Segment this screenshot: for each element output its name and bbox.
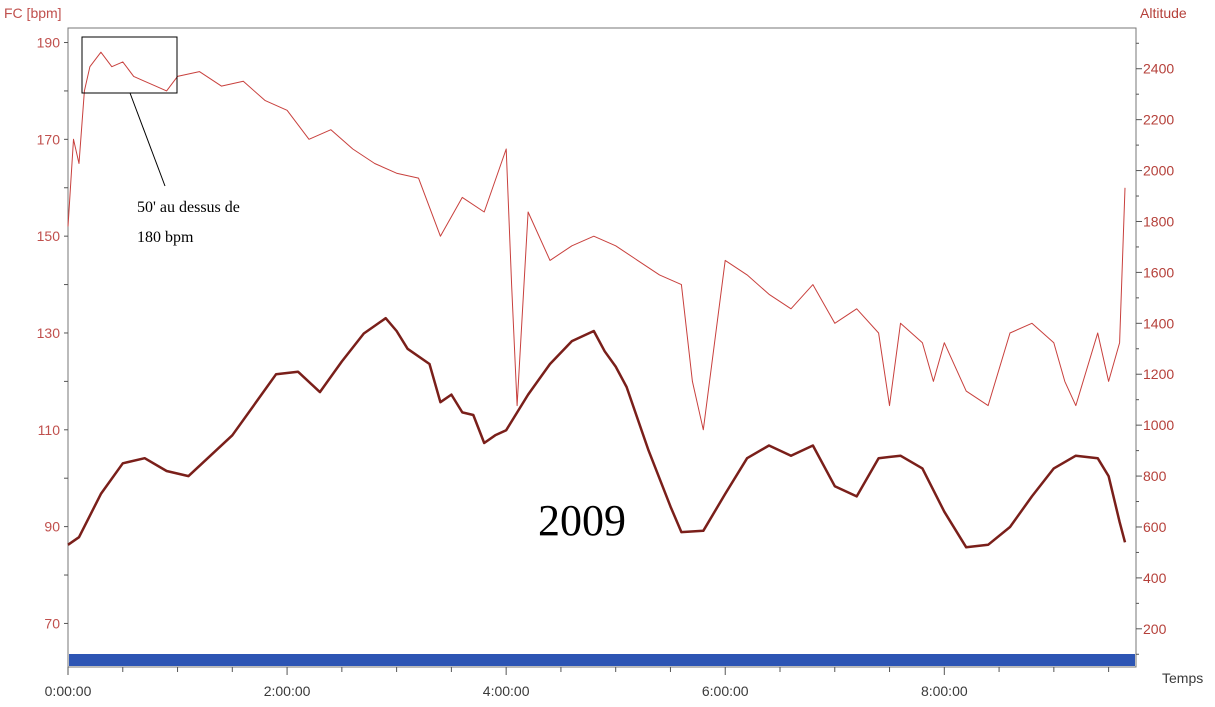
right-tick-label: 1400 [1143, 315, 1174, 331]
heart-rate-series-line [67, 51, 1126, 431]
right-tick-label: 800 [1143, 468, 1167, 484]
right-tick-label: 600 [1143, 519, 1167, 535]
annotation-line-1: 50' au dessus de [137, 199, 240, 216]
left-tick-label: 110 [38, 422, 61, 438]
series-layer [67, 51, 1127, 549]
right-tick-label: 2000 [1143, 163, 1174, 179]
left-tick-label: 170 [37, 131, 61, 147]
x-tick-label: 2:00:00 [264, 683, 311, 699]
right-axis-title: Altitude [1140, 5, 1187, 21]
altitude-series-line [67, 316, 1127, 549]
x-axis-ticks: 0:00:00 2:00:00 4:00:00 6:00:00 8:00:00 [45, 667, 1110, 699]
left-axis-ticks: 190 170 150 130 110 90 70 [37, 35, 68, 631]
left-tick-label: 150 [37, 228, 61, 244]
right-tick-label: 2200 [1143, 112, 1174, 128]
x-tick-label: 8:00:00 [921, 683, 968, 699]
right-tick-label: 1600 [1143, 264, 1174, 280]
x-axis-title: Temps [1162, 670, 1203, 686]
right-tick-label: 1200 [1143, 366, 1174, 382]
annotation-pointer [129, 92, 166, 187]
x-tick-label: 0:00:00 [45, 683, 92, 699]
left-axis-title: FC [bpm] [4, 5, 62, 21]
right-tick-label: 200 [1143, 621, 1167, 637]
annotation-line-2: 180 bpm [137, 229, 194, 246]
left-tick-label: 130 [37, 325, 61, 341]
x-tick-label: 4:00:00 [483, 683, 530, 699]
x-tick-label: 6:00:00 [702, 683, 749, 699]
right-tick-label: 1800 [1143, 213, 1174, 229]
right-tick-label: 1000 [1143, 417, 1174, 433]
ground-band [69, 654, 1135, 666]
right-axis-ticks: 2400 2200 2000 1800 1600 1400 1200 1000 800 600 40… [1136, 42, 1174, 655]
right-tick-label: 2400 [1143, 61, 1174, 77]
right-tick-label: 400 [1143, 570, 1167, 586]
left-tick-label: 70 [44, 615, 60, 631]
left-tick-label: 190 [37, 35, 61, 51]
annotation-box [81, 36, 178, 94]
year-label: 2009 [538, 496, 626, 545]
left-tick-label: 90 [44, 519, 60, 535]
